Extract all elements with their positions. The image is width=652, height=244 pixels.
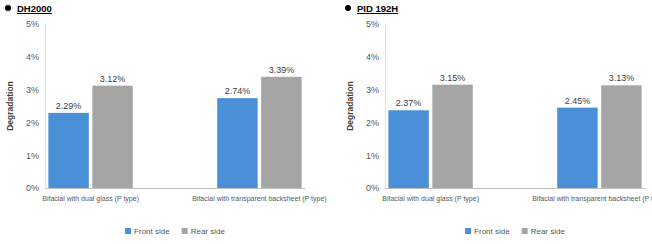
title-bullet [345, 5, 351, 11]
y-tick: 2% [26, 118, 45, 128]
x-axis: Bifacial with dual glass (P type) Bifacia… [42, 188, 326, 203]
tick-label-line: Bifacial with dual glass (P type) [42, 195, 139, 203]
data-label: 3.12% [100, 74, 126, 84]
bars [48, 77, 301, 188]
y-tick-label: 1% [26, 151, 39, 161]
legend-item: Rear side [182, 227, 226, 236]
y-axis-line [45, 25, 46, 189]
legend-label: Rear side [531, 227, 566, 236]
legend-swatch [182, 228, 188, 234]
legend-label: Front side [134, 227, 170, 236]
data-label: 2.45% [565, 96, 591, 106]
data-label: 3.39% [269, 65, 295, 75]
y-tick-label: 2% [366, 118, 379, 128]
y-tick-label: 1% [366, 151, 379, 161]
y-tick: 1% [366, 151, 385, 161]
data-label: 2.37% [396, 98, 422, 108]
y-tick-label: 3% [26, 85, 39, 95]
chart-title: PID 192H [357, 3, 398, 14]
y-tick: 5% [366, 19, 385, 29]
y-tick-label: 4% [366, 52, 379, 62]
y-tick-label: 5% [26, 19, 39, 29]
data-label: 2.29% [56, 101, 82, 111]
bar-group [388, 85, 641, 188]
chart-root: DH2000 0% 1% 2% 3% 4% 5% Degradation Bifacial wi… [0, 0, 652, 244]
x-tick-label: Bifacial with dual glass (P type) [382, 195, 479, 203]
legend-swatch [465, 228, 471, 234]
title-bullet [5, 5, 11, 11]
legend-swatch [522, 228, 528, 234]
x-tick: Bifacial with transparent backsheet (P t… [532, 188, 652, 203]
bar-group [48, 77, 301, 188]
tick-label-line: Bifacial with dual glass (P type) [382, 195, 479, 203]
x-axis-line [386, 188, 646, 189]
y-tick: 3% [26, 85, 45, 95]
y-tick: 0% [366, 183, 385, 193]
chart-title: DH2000 [17, 3, 52, 14]
bar [557, 108, 597, 188]
data-label: 3.13% [609, 73, 635, 83]
x-tick: Bifacial with dual glass (P type) [382, 188, 479, 203]
legend-label: Front side [474, 227, 510, 236]
y-tick-label: 0% [26, 183, 39, 193]
data-label: 2.74% [225, 86, 251, 96]
y-tick-label: 4% [26, 52, 39, 62]
bar [92, 86, 132, 188]
y-tick: 3% [366, 85, 385, 95]
x-tick: Bifacial with transparent backsheet (P t… [192, 188, 327, 203]
x-axis-line [46, 188, 306, 189]
chart-panel: PID 192H 0% 1% 2% 3% 4% 5% Degradation Bifacial … [345, 3, 652, 236]
y-tick: 4% [26, 52, 45, 62]
y-tick-label: 3% [366, 85, 379, 95]
y-tick-label: 2% [26, 118, 39, 128]
data-label: 3.15% [440, 73, 466, 83]
y-tick-label: 5% [366, 19, 379, 29]
y-tick-label: 0% [366, 183, 379, 193]
x-tick-label: Bifacial with dual glass (P type) [42, 195, 139, 203]
tick-label-line: Bifacial with transparent backsheet (P t… [192, 195, 327, 203]
y-axis-title: Degradation [345, 81, 355, 131]
y-tick: 5% [26, 19, 45, 29]
y-tick: 1% [26, 151, 45, 161]
legend-item: Front side [465, 227, 510, 236]
y-tick: 2% [366, 118, 385, 128]
legend-swatch [125, 228, 131, 234]
legend-label: Rear side [191, 227, 226, 236]
bar [217, 98, 257, 188]
y-tick: 0% [26, 183, 45, 193]
y-axis: 0% 1% 2% 3% 4% 5% [26, 19, 46, 193]
bars [388, 85, 641, 188]
bar [261, 77, 301, 188]
data-labels: 2.29% 2.74% 3.12% 3.39% [56, 65, 294, 111]
data-labels: 2.37% 2.45% 3.15% 3.13% [396, 73, 634, 109]
bar [601, 85, 641, 188]
legend-item: Rear side [522, 227, 566, 236]
legend: Front side Rear side [465, 227, 565, 236]
bar [388, 110, 428, 188]
y-axis-line [385, 25, 386, 189]
legend: Front side Rear side [125, 227, 225, 236]
y-axis-title: Degradation [5, 81, 15, 131]
y-axis: 0% 1% 2% 3% 4% 5% [366, 19, 386, 193]
bar [48, 113, 88, 188]
x-tick-label: Bifacial with transparent backsheet (P t… [192, 195, 327, 203]
x-tick-label: Bifacial with transparent backsheet (P t… [532, 195, 652, 203]
bar [432, 85, 472, 188]
x-tick: Bifacial with dual glass (P type) [42, 188, 139, 203]
y-tick: 4% [366, 52, 385, 62]
x-axis: Bifacial with dual glass (P type) Bifacia… [382, 188, 652, 203]
tick-label-line: Bifacial with transparent backsheet (P t… [532, 195, 652, 203]
legend-item: Front side [125, 227, 170, 236]
chart-panel: DH2000 0% 1% 2% 3% 4% 5% Degradation Bifacial wi… [5, 3, 327, 236]
